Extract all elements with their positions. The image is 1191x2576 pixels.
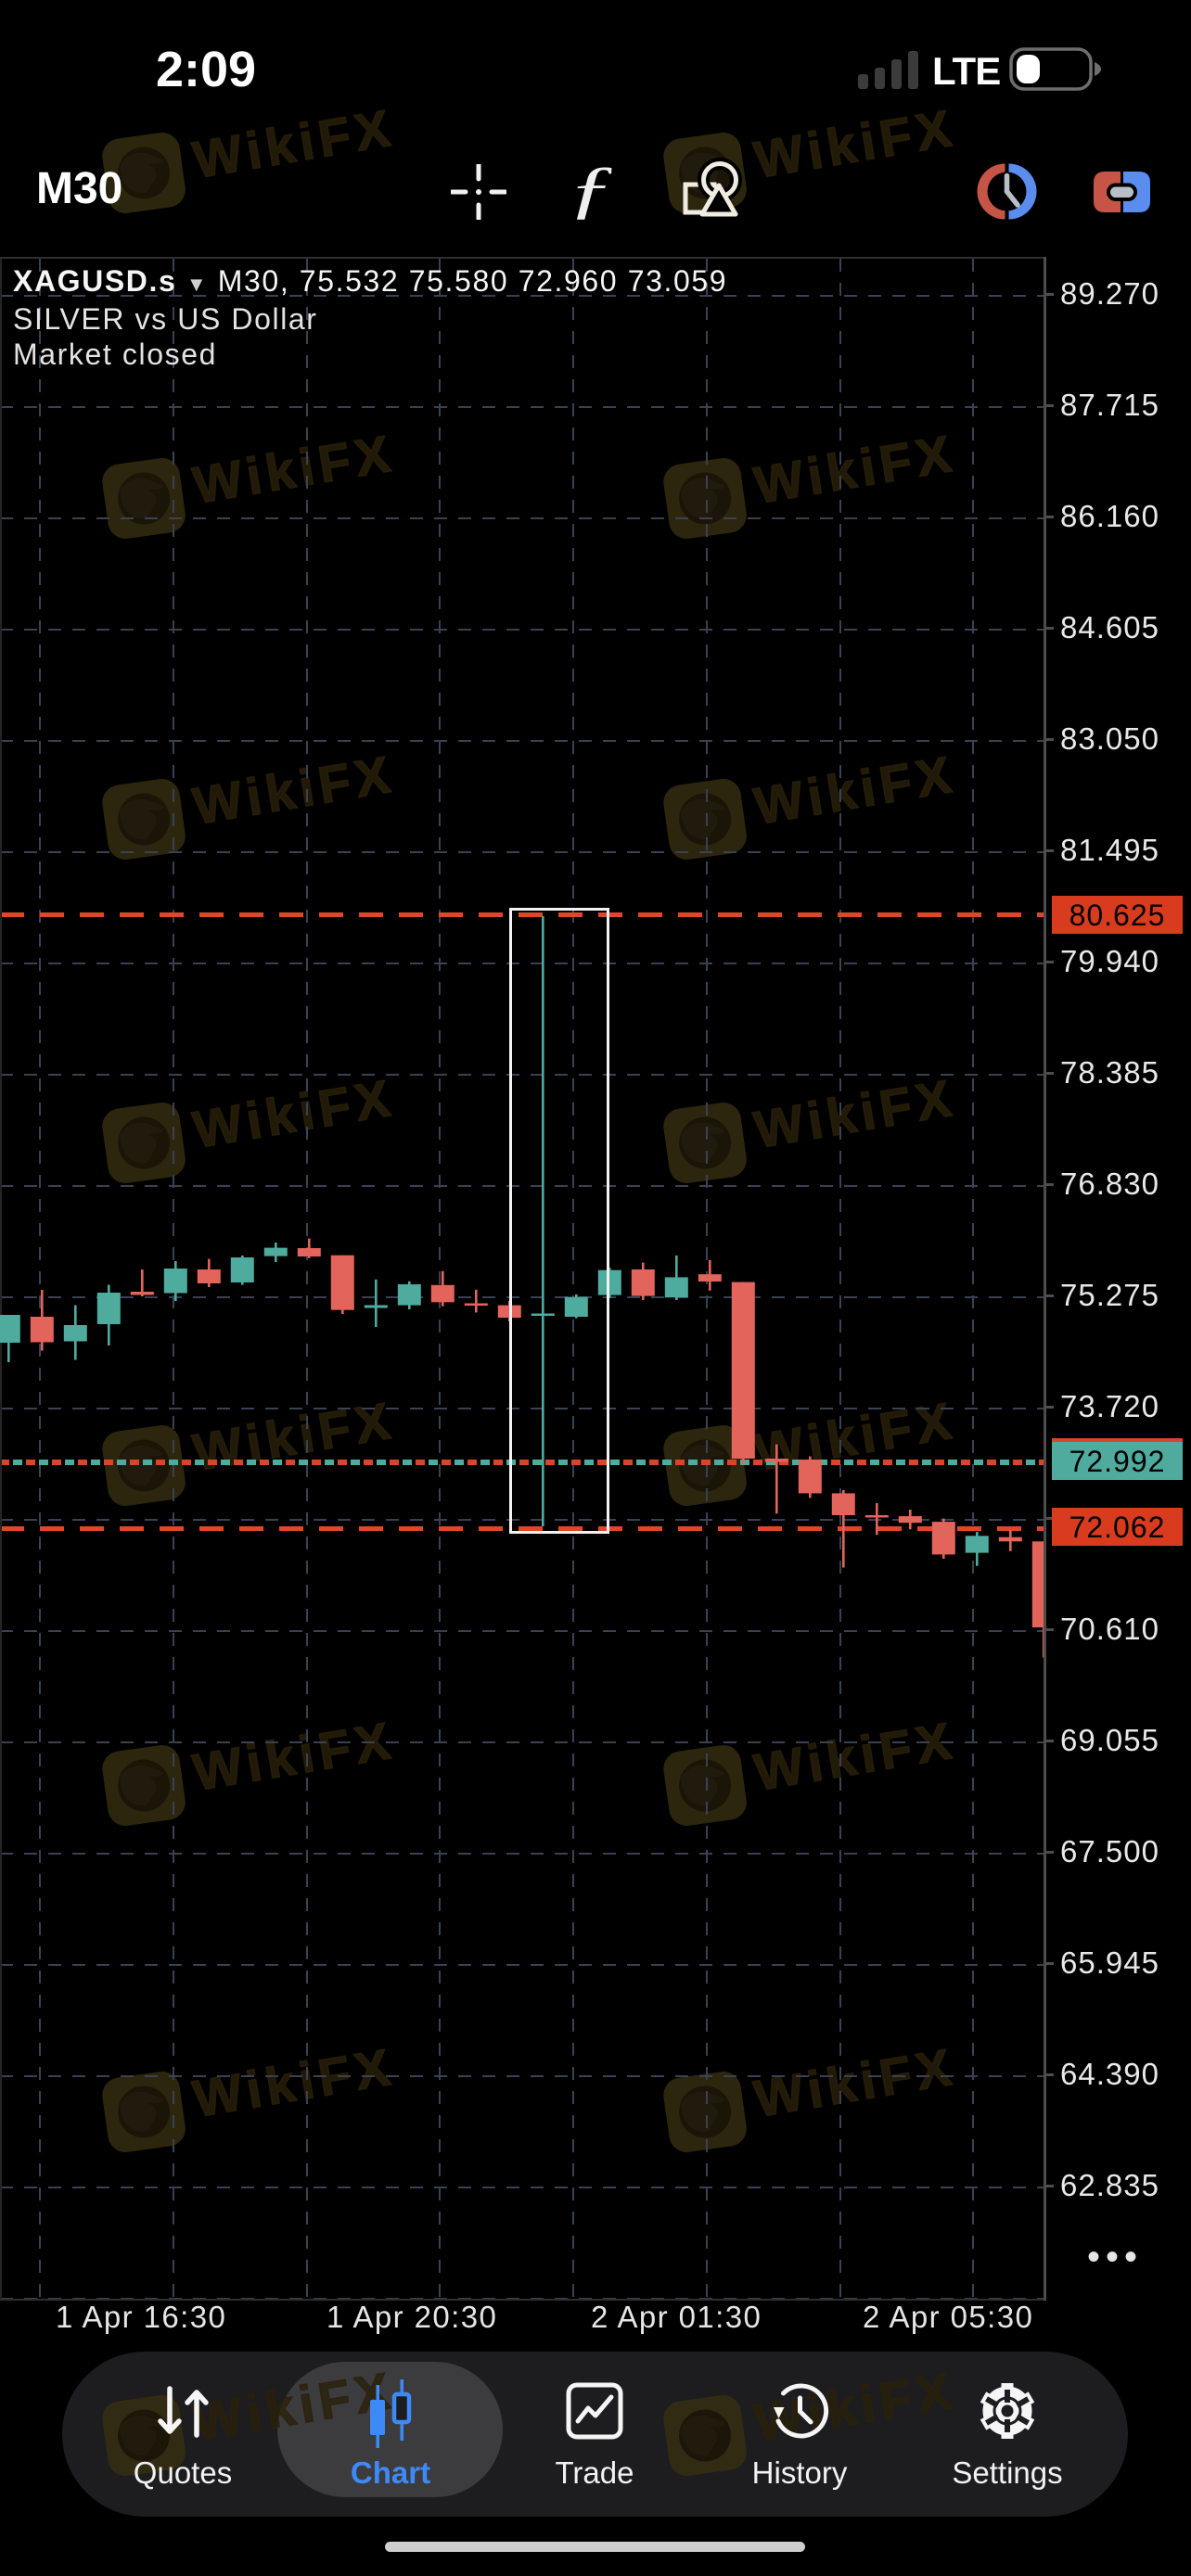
svg-text:WikiFX: WikiFX [750, 98, 961, 189]
svg-text:WikiFX: WikiFX [189, 98, 400, 189]
